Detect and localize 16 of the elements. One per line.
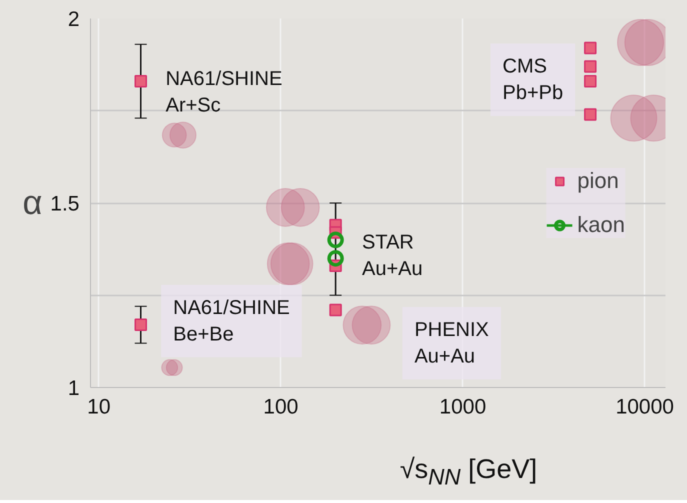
x-tick-label: 1000	[439, 396, 486, 418]
x-tick-label: 100	[263, 396, 298, 418]
x-tick-label: 10	[87, 396, 111, 418]
annotation: PHENIX Au+Au	[414, 319, 489, 368]
annotation: CMS Pb+Pb	[502, 56, 564, 104]
annotation: STAR Au+Au	[362, 232, 423, 280]
y-tick-label: 2	[68, 8, 80, 31]
annotation: NA61/SHINE Be+Be	[173, 296, 290, 346]
y-tick-label: 1.5	[50, 192, 80, 216]
legend-label: pion	[577, 168, 619, 194]
x-axis-title: √s$_{NN}$ [GeV]	[400, 453, 538, 492]
annotation: NA61/SHINE Ar+Sc	[166, 68, 282, 116]
y-axis-title: α	[22, 184, 42, 222]
y-tick-label: 1	[68, 377, 80, 400]
x-tick-label: 10000	[616, 396, 674, 418]
legend-label: kaon	[577, 212, 625, 238]
